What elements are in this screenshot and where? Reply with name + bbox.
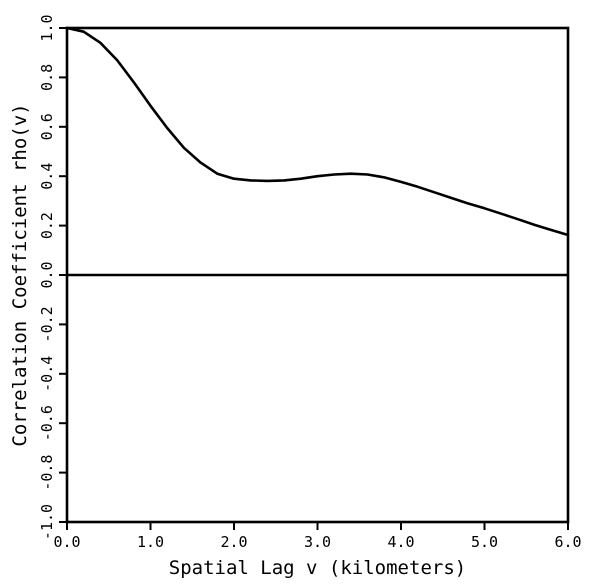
x-tick-label: 6.0 [554,533,581,551]
y-axis-title: Correlation Coefficient rho(v) [9,103,31,446]
y-tick-label: 1.0 [38,14,56,41]
y-tick-label: -0.4 [38,356,56,392]
y-tick-label: -0.6 [38,405,56,441]
plot-area-frame [65,26,570,524]
y-tick-label: -0.8 [38,455,56,491]
x-tick-label: 0.0 [53,533,80,551]
y-tick-label: 0.2 [38,212,56,239]
x-tick-label: 3.0 [304,533,331,551]
y-tick-label: 0.6 [38,113,56,140]
y-tick-label: 0.8 [38,64,56,91]
y-tick-label: -0.2 [38,306,56,342]
x-tick-label: 1.0 [137,533,164,551]
x-tick-label: 2.0 [220,533,247,551]
x-axis-title: Spatial Lag v (kilometers) [169,557,466,579]
x-tick-label: 5.0 [471,533,498,551]
y-tick-label: -1.0 [38,504,56,540]
x-tick-label: 4.0 [387,533,414,551]
series-line [65,26,570,237]
y-tick-label: 0.0 [38,261,56,288]
y-tick-label: 0.4 [38,163,56,190]
